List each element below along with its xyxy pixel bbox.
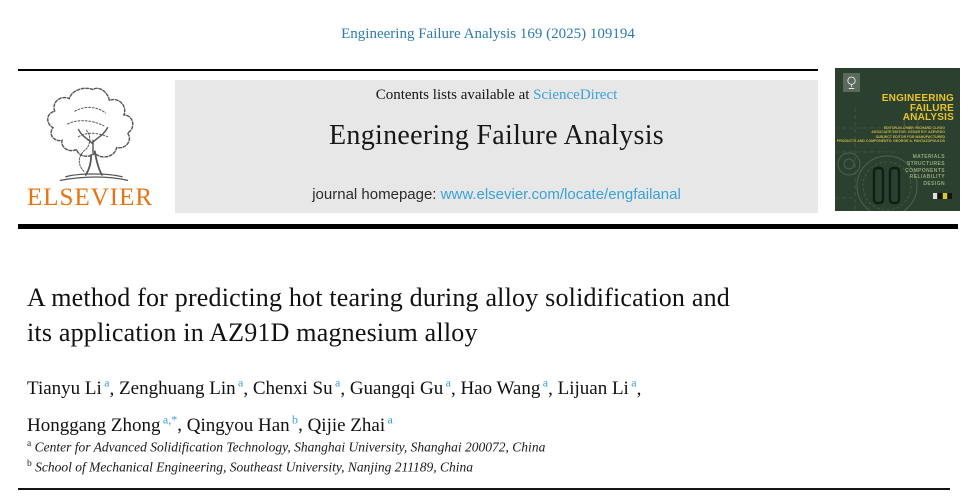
header-top-rule [18, 69, 818, 71]
cover-title: ENGINEERING FAILURE ANALYSIS [881, 93, 954, 123]
header-bottom-rule [18, 224, 958, 229]
journal-citation-link[interactable]: Engineering Failure Analysis 169 (2025) … [341, 26, 635, 42]
author: Zenghuang Lin a [119, 376, 244, 400]
cover-editor-lines: EDITOR-IN-CHIEF: RICHARD CLEGG ASSOCIATE… [836, 126, 945, 143]
affiliation-item: b School of Mechanical Engineering, Sout… [27, 459, 473, 475]
cover-barcode-icon [933, 193, 952, 199]
author-affiliation-sup: a [385, 412, 393, 427]
contents-prefix: Contents lists available at [375, 87, 534, 103]
author: Guangqi Gu a [349, 376, 451, 400]
journal-cover-thumbnail[interactable]: ENGINEERING FAILURE ANALYSIS EDITOR-IN-C… [835, 68, 960, 211]
author: Chenxi Su a [252, 376, 341, 400]
author-affiliation-sup: a [101, 376, 110, 390]
journal-banner: Contents lists available at ScienceDirec… [175, 80, 818, 213]
elsevier-wordmark: ELSEVIER [27, 184, 154, 211]
homepage-line: journal homepage: www.elsevier.com/locat… [175, 186, 818, 203]
affiliation-item: a Center for Advanced Solidification Tec… [27, 439, 546, 455]
elsevier-tree-icon [34, 84, 152, 189]
author-affiliation-sup: a [235, 376, 244, 390]
author: Qijie Zhai a [307, 412, 393, 436]
sciencedirect-link[interactable]: ScienceDirect [533, 87, 618, 103]
journal-title: Engineering Failure Analysis [328, 120, 664, 151]
cover-technical-drawing [835, 108, 919, 211]
author: Lijuan Li a [557, 376, 637, 400]
author: Qingyou Han b [186, 412, 299, 436]
author: Honggang Zhong a,* [27, 412, 178, 436]
author-affiliation-sup: a,* [160, 412, 178, 427]
author: Hao Wang a [460, 376, 549, 400]
author-affiliation-sup: a [628, 376, 637, 390]
homepage-prefix: journal homepage: [312, 186, 441, 203]
cover-topic-list: MATERIALS STRUCTURES COMPONENTS RELIABIL… [905, 154, 945, 188]
author-affiliation-sup: a [332, 376, 341, 390]
contents-line: Contents lists available at ScienceDirec… [175, 87, 818, 104]
author: Tianyu Li a [27, 376, 110, 400]
footer-rule [18, 488, 950, 490]
homepage-url-link[interactable]: www.elsevier.com/locate/engfailanal [440, 186, 681, 203]
author-list: Tianyu Li a, Zenghuang Lin a, Chenxi Su … [27, 376, 642, 436]
cover-elsevier-mini-logo-icon [843, 73, 860, 92]
author-affiliation-sup: a [540, 376, 549, 390]
author-affiliation-sup: a [443, 376, 451, 390]
article-title: A method for predicting hot tearing duri… [27, 283, 730, 347]
author-affiliation-sup: b [289, 412, 299, 427]
affiliation-list: a Center for Advanced Solidification Tec… [27, 436, 867, 476]
